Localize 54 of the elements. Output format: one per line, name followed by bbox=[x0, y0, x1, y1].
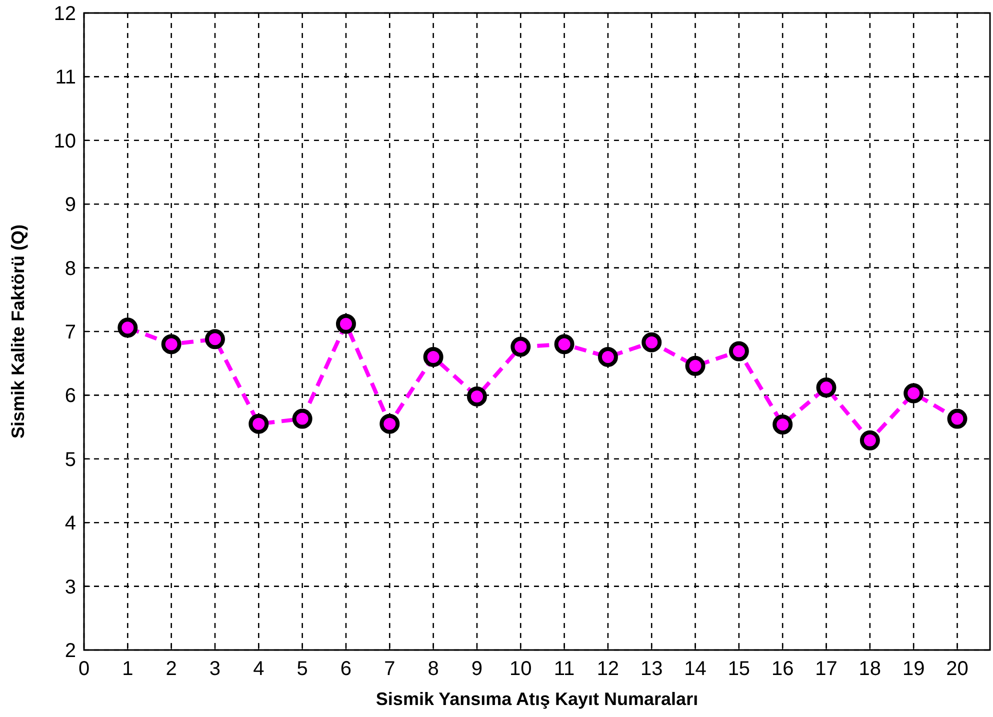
x-tick-label: 0 bbox=[78, 658, 90, 680]
x-tick-label: 7 bbox=[384, 658, 396, 680]
x-tick-label: 20 bbox=[946, 658, 968, 680]
point bbox=[642, 332, 662, 352]
y-tick-label: 3 bbox=[64, 576, 76, 598]
x-tick-label: 14 bbox=[684, 658, 706, 680]
y-axis-title: Sismik Kalite Faktörü (Q) bbox=[8, 224, 28, 439]
x-tick-label: 5 bbox=[296, 658, 308, 680]
point bbox=[380, 414, 400, 434]
x-axis-title: Sismik Yansıma Atış Kayıt Numaraları bbox=[376, 689, 698, 709]
y-tick-label: 9 bbox=[64, 194, 76, 216]
point bbox=[947, 408, 968, 429]
y-tick-label: 6 bbox=[64, 385, 76, 408]
x-tick-label: 15 bbox=[728, 658, 750, 680]
point bbox=[336, 314, 356, 334]
x-tick-label: 11 bbox=[554, 658, 575, 680]
point bbox=[860, 430, 880, 450]
point bbox=[204, 329, 225, 350]
point bbox=[292, 408, 312, 429]
x-tick-label: 8 bbox=[428, 658, 439, 680]
y-tick-label: 5 bbox=[64, 448, 76, 471]
x-tick-label: 9 bbox=[471, 658, 483, 680]
point bbox=[118, 318, 138, 338]
x-tick-label: 6 bbox=[340, 658, 352, 680]
x-tick-label: 2 bbox=[166, 658, 177, 680]
point bbox=[161, 334, 182, 354]
x-tick-label: 4 bbox=[253, 658, 264, 680]
point bbox=[423, 346, 444, 367]
point bbox=[248, 414, 269, 434]
y-tick-label: 12 bbox=[54, 3, 76, 25]
y-tick-label: 4 bbox=[64, 512, 76, 535]
y-tick-label: 11 bbox=[55, 66, 76, 89]
x-tick-label: 18 bbox=[858, 658, 882, 680]
x-tick-label: 16 bbox=[771, 658, 794, 680]
point bbox=[728, 341, 749, 362]
y-tick-label: 10 bbox=[54, 130, 76, 152]
point bbox=[904, 383, 924, 404]
x-tick-label: 10 bbox=[510, 658, 532, 680]
x-tick-label: 1 bbox=[122, 658, 134, 680]
point bbox=[772, 414, 793, 434]
x-tick-label: 19 bbox=[902, 658, 925, 680]
point bbox=[685, 356, 706, 376]
point bbox=[598, 346, 618, 367]
x-tick-label: 12 bbox=[596, 658, 620, 680]
y-tick-label: 8 bbox=[64, 258, 76, 280]
x-tick-label: 17 bbox=[815, 658, 838, 680]
x-tick-label: 13 bbox=[640, 658, 663, 680]
point bbox=[510, 336, 531, 357]
y-tick-label: 7 bbox=[64, 322, 76, 344]
y-tick-label: 2 bbox=[64, 640, 76, 662]
point bbox=[554, 334, 574, 354]
point bbox=[816, 378, 836, 398]
x-tick-label: 3 bbox=[209, 658, 221, 680]
point bbox=[466, 386, 487, 406]
